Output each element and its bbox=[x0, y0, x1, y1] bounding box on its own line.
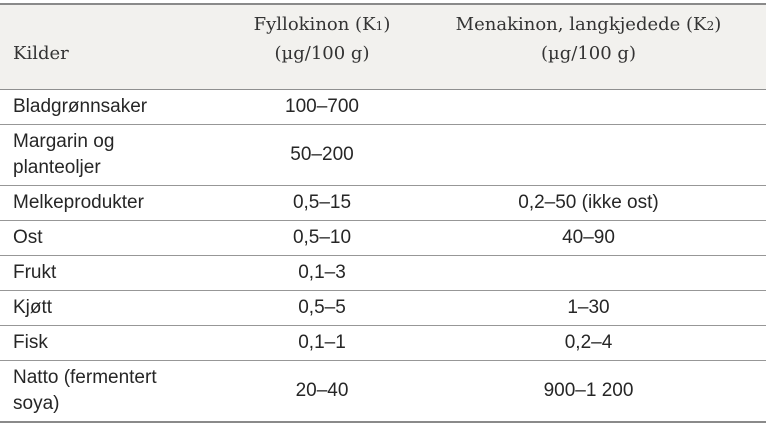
header-row: Kilder Fyllokinon (K1) (µg/100 g) Menaki… bbox=[0, 3, 766, 90]
k2-value-cell: 0,2–4 bbox=[429, 325, 766, 361]
k1-value-cell: 0,1–3 bbox=[215, 255, 429, 291]
source-cell: Melkeprodukter bbox=[0, 185, 215, 221]
source-cell: Margarin og planteoljer bbox=[0, 124, 215, 186]
table-body: Bladgrønnsaker 100–700 Margarin og plant… bbox=[0, 89, 766, 423]
k1-value-cell: 0,1–1 bbox=[215, 325, 429, 361]
k1-subscript: 1 bbox=[375, 19, 384, 33]
source-cell: Natto (fermentert soya) bbox=[0, 360, 215, 423]
source-cell: Frukt bbox=[0, 255, 215, 291]
vitamin-k-sources-table: Kilder Fyllokinon (K1) (µg/100 g) Menaki… bbox=[0, 3, 766, 423]
k2-subscript: 2 bbox=[706, 19, 715, 33]
source-cell: Bladgrønnsaker bbox=[0, 89, 215, 125]
table-row-bladgronnsaker: Bladgrønnsaker 100–700 bbox=[0, 89, 766, 125]
table-row-melkeprodukter: Melkeprodukter 0,5–15 0,2–50 (ikke ost) bbox=[0, 185, 766, 221]
table-row-fisk: Fisk 0,1–1 0,2–4 bbox=[0, 325, 766, 361]
k1-value-cell: 50–200 bbox=[215, 124, 429, 186]
k2-value-cell: 40–90 bbox=[429, 220, 766, 256]
source-cell: Kjøtt bbox=[0, 290, 215, 326]
k1-value-cell: 100–700 bbox=[215, 89, 429, 125]
table-row-frukt: Frukt 0,1–3 bbox=[0, 255, 766, 291]
col-header-fyllokinon-k1: Fyllokinon (K1) (µg/100 g) bbox=[215, 3, 429, 90]
k2-value-cell bbox=[429, 89, 766, 125]
col-header-k2-unit: (µg/100 g) bbox=[541, 43, 636, 64]
k2-value-cell: 1–30 bbox=[429, 290, 766, 326]
source-cell: Fisk bbox=[0, 325, 215, 361]
k1-value-cell: 0,5–15 bbox=[215, 185, 429, 221]
col-header-k1-unit: (µg/100 g) bbox=[274, 43, 370, 64]
col-header-menakinon-k2: Menakinon, langkjedede (K2) (µg/100 g) bbox=[429, 3, 766, 90]
col-header-k2-title: Menakinon, langkjedede (K2) bbox=[455, 14, 722, 35]
col-header-kilder: Kilder bbox=[0, 3, 215, 90]
k1-value-cell: 20–40 bbox=[215, 360, 429, 423]
k1-value-cell: 0,5–5 bbox=[215, 290, 429, 326]
k2-value-cell: 0,2–50 (ikke ost) bbox=[429, 185, 766, 221]
k2-value-cell: 900–1 200 bbox=[429, 360, 766, 423]
table-header: Kilder Fyllokinon (K1) (µg/100 g) Menaki… bbox=[0, 3, 766, 90]
table-row-kjott: Kjøtt 0,5–5 1–30 bbox=[0, 290, 766, 326]
table-row-ost: Ost 0,5–10 40–90 bbox=[0, 220, 766, 256]
k1-value-cell: 0,5–10 bbox=[215, 220, 429, 256]
source-cell: Ost bbox=[0, 220, 215, 256]
col-header-kilder-label: Kilder bbox=[13, 43, 69, 64]
table-row-natto: Natto (fermentert soya) 20–40 900–1 200 bbox=[0, 360, 766, 423]
k2-value-cell bbox=[429, 124, 766, 186]
col-header-k1-title: Fyllokinon (K1) bbox=[253, 14, 391, 35]
k2-value-cell bbox=[429, 255, 766, 291]
table-row-margarin: Margarin og planteoljer 50–200 bbox=[0, 124, 766, 186]
